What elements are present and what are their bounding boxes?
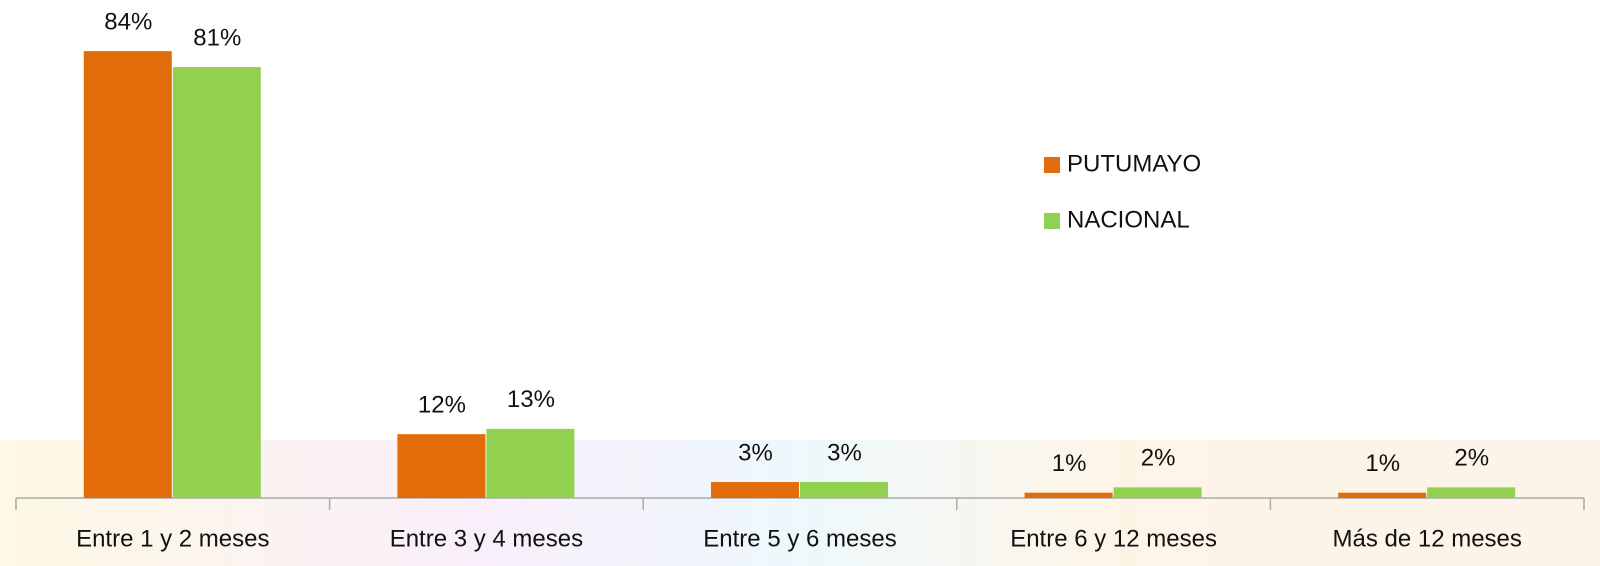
data-label: 81% [193, 24, 241, 51]
bar [1427, 487, 1515, 498]
bar [1114, 487, 1202, 498]
data-label: 2% [1141, 445, 1176, 472]
legend-label: PUTUMAYO [1067, 150, 1201, 177]
bar [173, 67, 261, 498]
x-tick-label: Entre 5 y 6 meses [703, 525, 896, 552]
bar [397, 434, 485, 498]
data-label: 3% [827, 439, 862, 466]
data-label: 13% [507, 386, 555, 413]
x-tick-label: Más de 12 meses [1332, 525, 1521, 552]
x-tick-label: Entre 6 y 12 meses [1010, 525, 1217, 552]
x-tick-label: Entre 3 y 4 meses [390, 525, 583, 552]
bar [1025, 493, 1113, 498]
data-label: 1% [1365, 450, 1400, 477]
data-label: 1% [1052, 450, 1087, 477]
chart: Entre 1 y 2 meses 84% 81% Entre 3 y 4 meses… [0, 0, 1600, 566]
bar [1338, 493, 1426, 498]
bar [711, 482, 799, 498]
legend-label: NACIONAL [1067, 206, 1190, 233]
bar [800, 482, 888, 498]
data-label: 12% [418, 392, 466, 419]
legend-swatch [1044, 213, 1060, 229]
data-label: 3% [738, 439, 773, 466]
x-tick-label: Entre 1 y 2 meses [76, 525, 269, 552]
bar [84, 51, 172, 498]
legend-swatch [1044, 157, 1060, 173]
bar [486, 429, 574, 498]
data-label: 2% [1454, 445, 1489, 472]
data-label: 84% [104, 8, 152, 35]
page: {"chart_data": {"type": "bar", "categori… [0, 0, 1600, 566]
